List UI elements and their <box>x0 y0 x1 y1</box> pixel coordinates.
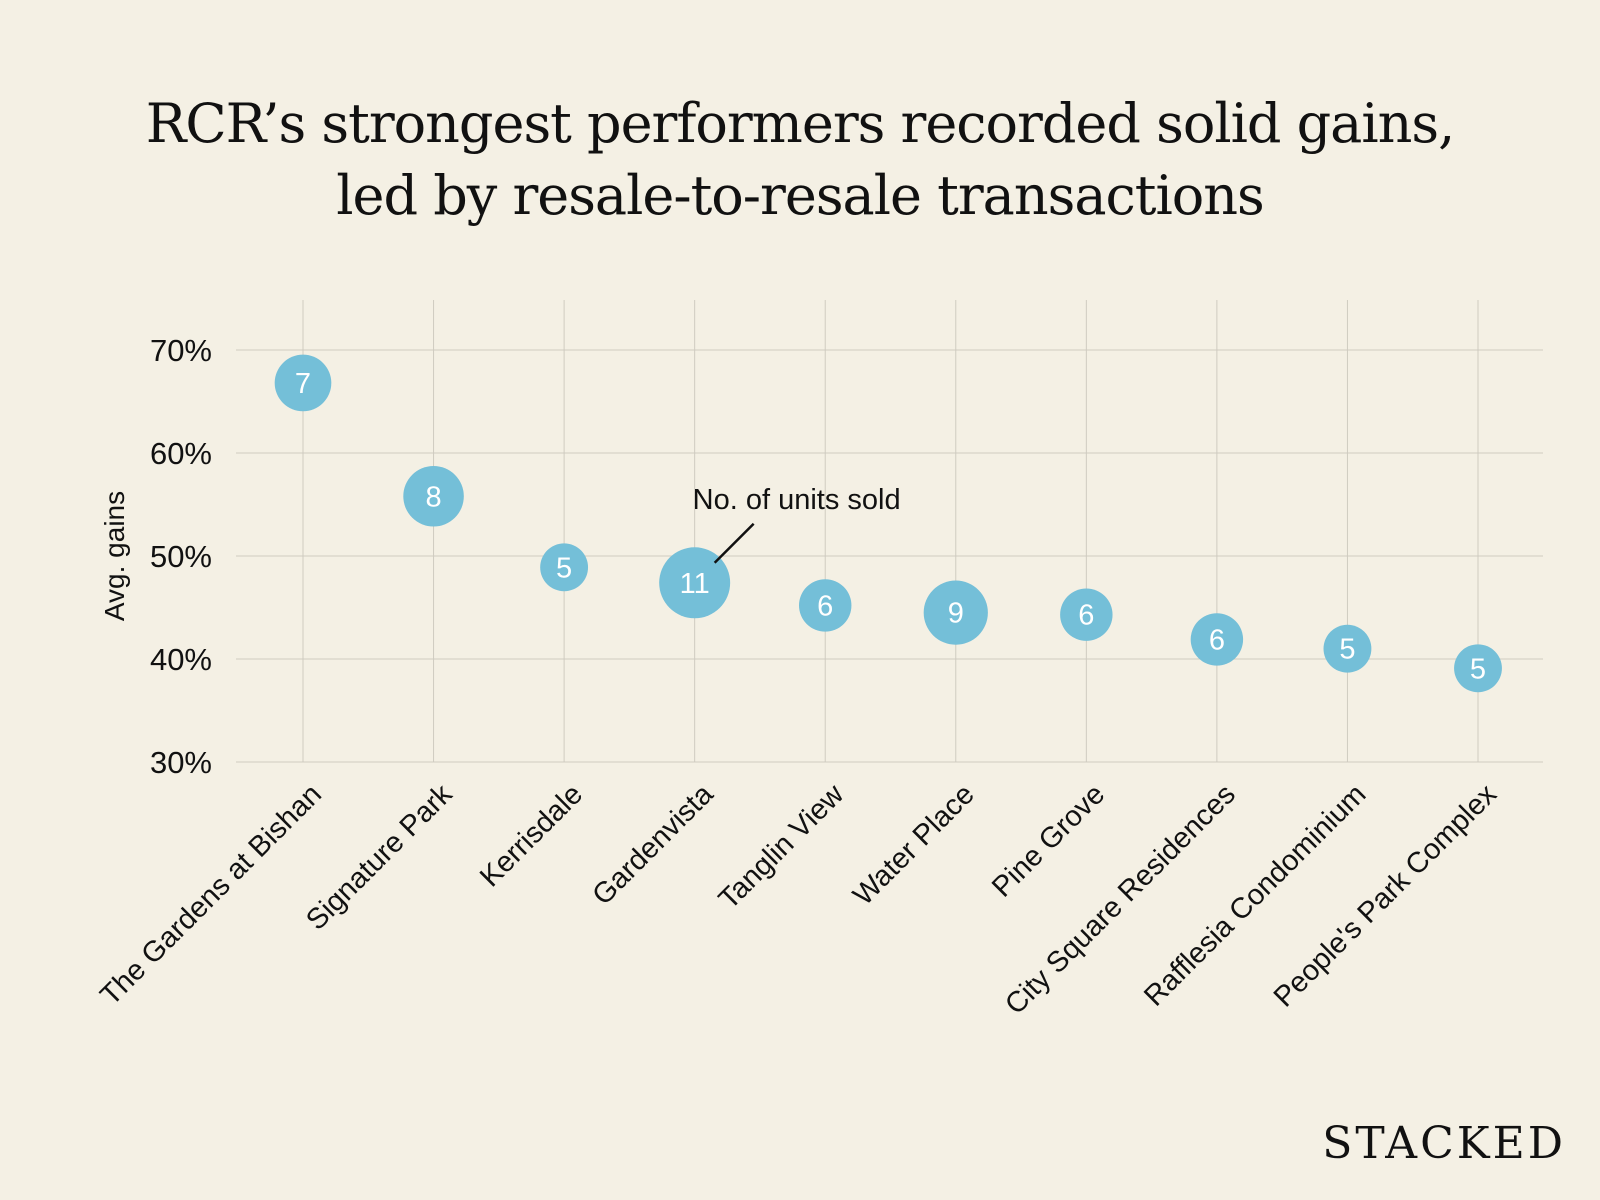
bubble-point <box>799 579 852 632</box>
x-tick-label: Gardenvista <box>586 778 720 912</box>
x-tick-label: People's Park Complex <box>1268 778 1503 1013</box>
y-axis-label: Avg. gains <box>99 491 130 621</box>
chart-title-line-2: led by resale-to-resale transactions <box>336 164 1264 227</box>
bubble-point <box>1454 644 1502 693</box>
annotation-label: No. of units sold <box>693 484 901 516</box>
bubble-point <box>1323 624 1372 673</box>
bubble-value-label: 5 <box>1470 653 1486 685</box>
annotation-leader-line <box>713 522 755 564</box>
x-tick-label: Pine Grove <box>986 778 1111 903</box>
y-tick-label: 70% <box>150 333 212 368</box>
x-tick-label: Kerrisdale <box>474 778 589 893</box>
x-tick-label: Rafflesia Condominium <box>1138 778 1372 1012</box>
x-tick-label: City Square Residences <box>999 778 1242 1021</box>
x-tick-label: The Gardens at Bishan <box>94 778 328 1012</box>
x-tick-label: Water Place <box>847 778 981 912</box>
bubble-point <box>274 354 332 412</box>
bubble-value-label: 5 <box>1339 634 1355 666</box>
chart-title-line-1: RCR’s strongest performers recorded soli… <box>145 92 1456 155</box>
bubble-point <box>923 580 988 645</box>
bubble-point <box>403 465 464 527</box>
bubble-value-label: 6 <box>817 590 833 622</box>
y-tick-label: 30% <box>150 745 212 780</box>
bubble-value-label: 5 <box>556 552 572 584</box>
grid-lines <box>236 300 1543 763</box>
bubble-value-label: 6 <box>1078 600 1094 632</box>
data-bubbles: 7 8 5 11 6 9 6 6 5 5 <box>274 354 1502 693</box>
y-tick-label: 60% <box>150 436 212 471</box>
bubble-value-label: 11 <box>680 568 710 600</box>
bubble-value-label: 8 <box>425 481 441 513</box>
x-tick-label: Tanglin View <box>713 778 851 916</box>
y-tick-label: 50% <box>150 539 212 574</box>
bubble-point <box>1060 588 1113 641</box>
axis-labels: 70%60%50%40%30%The Gardens at BishanSign… <box>94 333 1503 1021</box>
bubble-value-label: 7 <box>295 368 311 400</box>
bubble-value-label: 9 <box>948 598 964 630</box>
bubble-point <box>540 543 589 592</box>
y-tick-label: 40% <box>150 642 212 677</box>
bubble-value-label: 6 <box>1209 624 1225 656</box>
annotations: No. of units sold <box>693 484 901 564</box>
bubble-point <box>659 547 731 619</box>
brand-logo: STACKED <box>1322 1118 1566 1169</box>
bubble-point <box>1190 613 1244 666</box>
